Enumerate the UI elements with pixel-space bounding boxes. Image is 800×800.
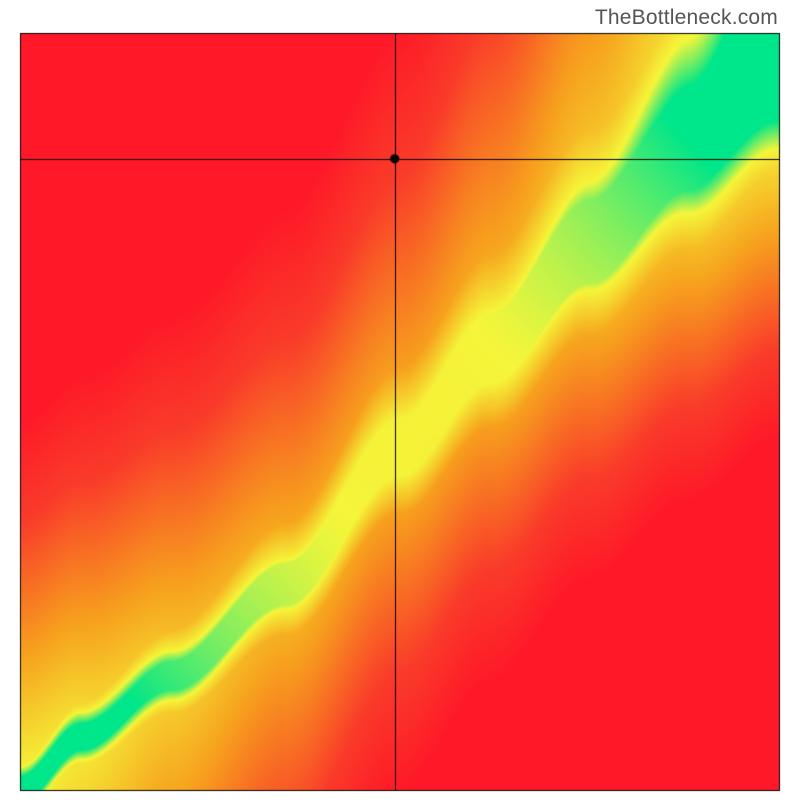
chart-container: TheBottleneck.com [0,0,800,800]
heatmap-canvas [0,0,800,800]
